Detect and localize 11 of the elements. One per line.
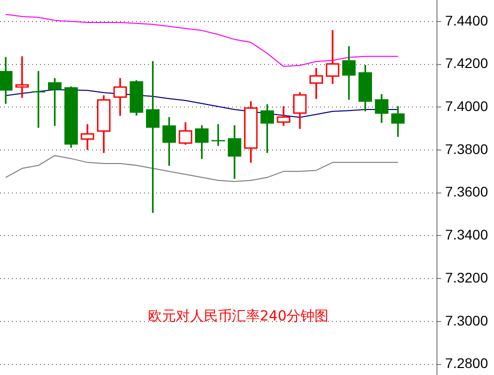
y-tick-label: 7.3000 [445, 312, 488, 328]
y-tick-label: 7.3200 [445, 269, 488, 286]
y-tick-label: 7.3400 [445, 226, 488, 243]
y-tick-label: 7.2800 [445, 355, 488, 372]
y-tick-label: 7.3800 [445, 140, 488, 157]
y-tick-label: 7.4200 [445, 55, 488, 72]
y-tick-label: 7.3600 [445, 184, 488, 200]
y-tick-label: 7.4400 [445, 12, 488, 28]
candlestick [15, 56, 29, 98]
annotation: 欧元对人民币汇率240分钟图 [148, 308, 329, 325]
y-tick-label: 7.4000 [445, 98, 488, 114]
